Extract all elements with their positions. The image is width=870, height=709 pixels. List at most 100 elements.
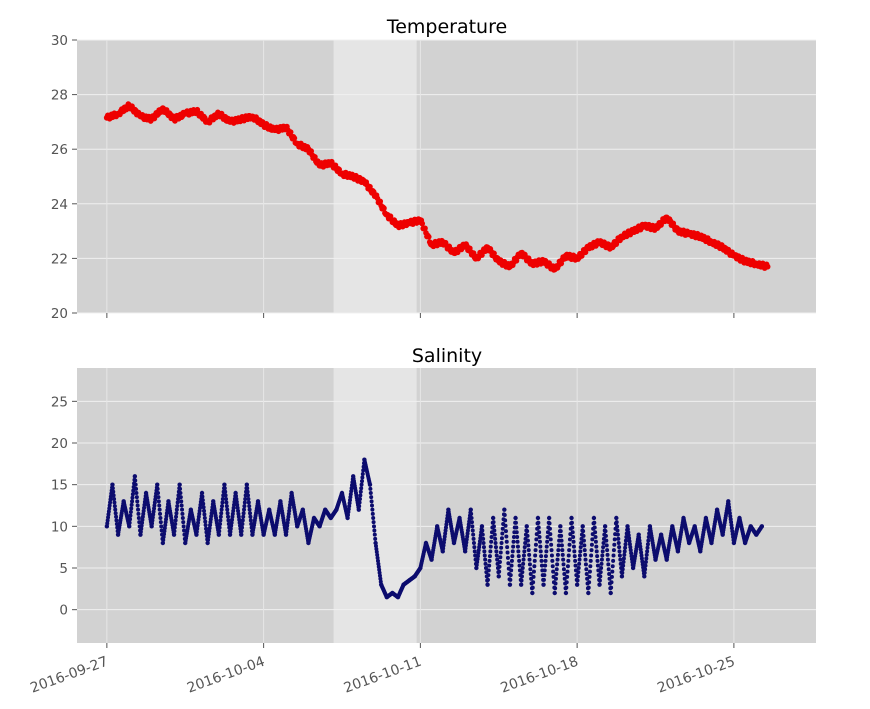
data-point (375, 555, 380, 560)
data-point (584, 567, 589, 572)
data-point (129, 502, 134, 507)
data-point (586, 590, 591, 596)
data-point (158, 511, 163, 516)
data-point (233, 490, 238, 496)
data-point (541, 582, 546, 587)
data-point (149, 524, 154, 529)
data-point (521, 557, 526, 562)
data-point (195, 526, 200, 531)
data-point (558, 524, 563, 529)
data-point (508, 577, 513, 582)
data-point (539, 558, 544, 563)
data-point (374, 546, 379, 551)
data-point (645, 549, 650, 554)
data-point (348, 492, 353, 497)
data-point (130, 495, 135, 500)
data-point (349, 489, 354, 494)
y-tick-label: 30 (51, 33, 68, 49)
data-point (605, 552, 610, 557)
data-point (235, 502, 240, 507)
data-point (163, 520, 168, 525)
data-point (443, 531, 448, 536)
x-tick-label: 2016-09-27 (28, 654, 110, 697)
data-point (475, 560, 480, 565)
data-point (360, 475, 365, 480)
data-point (636, 532, 641, 537)
x-tick-label: 2016-10-11 (342, 654, 424, 697)
data-point (559, 543, 564, 548)
data-point (622, 552, 627, 557)
data-point (599, 561, 604, 566)
data-point (536, 525, 541, 530)
data-point (578, 549, 583, 554)
data-point (208, 523, 213, 528)
data-point (639, 550, 644, 555)
data-point (477, 542, 482, 547)
data-point (561, 567, 566, 572)
data-point (643, 563, 648, 568)
data-point (499, 541, 504, 545)
data-point (491, 524, 496, 529)
data-point (500, 526, 505, 531)
data-point (642, 574, 647, 579)
data-point (531, 574, 536, 579)
data-point (194, 532, 199, 537)
data-point (513, 515, 518, 521)
data-point (595, 563, 600, 568)
data-point (136, 511, 141, 516)
y-tick-label: 22 (51, 251, 68, 267)
data-point (626, 533, 631, 538)
data-point (531, 580, 536, 585)
y-tick-label: 5 (59, 561, 68, 577)
data-point (464, 537, 469, 542)
data-point (463, 546, 468, 551)
data-point (518, 582, 524, 587)
data-point (345, 513, 350, 518)
data-point (549, 542, 554, 547)
data-point (197, 511, 202, 516)
data-point (595, 558, 600, 563)
data-point (113, 507, 118, 512)
data-point (142, 502, 147, 507)
data-point (370, 511, 375, 516)
data-point (358, 493, 363, 498)
data-point (542, 568, 547, 573)
data-point (371, 516, 376, 520)
data-point (443, 525, 448, 530)
x-tick-label: 2016-10-18 (499, 654, 581, 697)
data-point (623, 538, 628, 543)
data-point (571, 539, 576, 544)
data-point (359, 479, 364, 484)
data-point (480, 532, 485, 537)
data-point (550, 564, 555, 569)
data-point (542, 573, 547, 578)
data-point (511, 535, 516, 540)
data-point (616, 536, 621, 541)
data-point (479, 524, 485, 529)
data-point (286, 511, 291, 516)
x-tick-label: 2016-10-25 (655, 654, 737, 697)
data-point (218, 521, 223, 526)
data-point (583, 557, 588, 562)
data-point (111, 489, 116, 494)
data-point (226, 518, 231, 523)
data-point (377, 573, 382, 578)
data-point (422, 225, 428, 232)
data-point (544, 544, 549, 549)
data-point (503, 518, 508, 523)
data-point (526, 548, 531, 553)
data-point (367, 482, 373, 487)
data-point (231, 508, 236, 513)
data-point (173, 518, 178, 523)
data-point (533, 548, 538, 553)
data-point (597, 582, 602, 587)
data-point (357, 504, 362, 509)
data-point (372, 532, 377, 537)
data-point (498, 550, 503, 555)
data-point (492, 528, 497, 533)
data-point (246, 496, 251, 501)
data-point (539, 563, 544, 568)
data-point (644, 556, 649, 561)
data-point (727, 511, 732, 516)
data-point (128, 513, 133, 518)
